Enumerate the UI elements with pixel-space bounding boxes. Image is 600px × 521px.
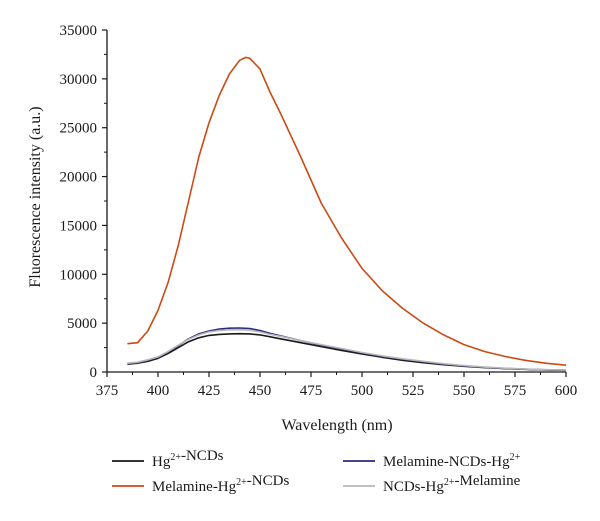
- x-tick-label: 550: [453, 383, 476, 399]
- y-tick-label: 25000: [60, 121, 98, 137]
- x-tick-label: 425: [198, 383, 221, 399]
- legend-item-2: Melamine-Hg2+-NCDs: [112, 473, 289, 495]
- legend: Hg2+-NCDs Melamine-Hg2+-NCDs Melamine-NCDs…: [112, 448, 521, 495]
- x-tick-label: 400: [147, 383, 170, 399]
- x-tick-label: 475: [300, 383, 323, 399]
- y-tick-label: 10000: [60, 267, 98, 283]
- y-tick-label: 20000: [60, 170, 98, 186]
- legend-label: Melamine-Hg2+-NCDs: [152, 473, 289, 495]
- y-tick-label: 15000: [60, 218, 98, 234]
- x-tick-label: 600: [555, 383, 578, 399]
- legend-item-4: NCDs-Hg2+-Melamine: [343, 473, 521, 495]
- y-tick-label: 30000: [60, 72, 98, 88]
- x-tick-label: 525: [402, 383, 425, 399]
- legend-item-1: Hg2+-NCDs: [112, 448, 224, 470]
- legend-label: Hg2+-NCDs: [152, 448, 224, 470]
- series-line-2: [127, 56, 567, 366]
- y-tick-label: 0: [90, 365, 98, 381]
- x-tick-label: 450: [249, 383, 272, 399]
- y-tick-label: 35000: [60, 23, 98, 39]
- legend-label: NCDs-Hg2+-Melamine: [383, 473, 521, 495]
- axes: [102, 29, 567, 377]
- tick-labels: 375 400 425 450 475 500 525 550 575 600 0 5000 10000…: [60, 23, 578, 399]
- series-line-4: [127, 328, 567, 371]
- x-tick-label: 500: [351, 383, 374, 399]
- series-line-1: [127, 332, 567, 372]
- y-axis-title: Fluorescence intensity (a.u.): [27, 106, 44, 287]
- plot-area: [127, 56, 567, 372]
- y-tick-label: 5000: [67, 316, 97, 332]
- x-axis-title: Wavelength (nm): [281, 417, 392, 434]
- x-tick-label: 575: [504, 383, 527, 399]
- legend-item-3: Melamine-NCDs-Hg2+: [343, 452, 521, 470]
- x-tick-label: 375: [96, 383, 119, 399]
- legend-label: Melamine-NCDs-Hg2+: [383, 452, 521, 470]
